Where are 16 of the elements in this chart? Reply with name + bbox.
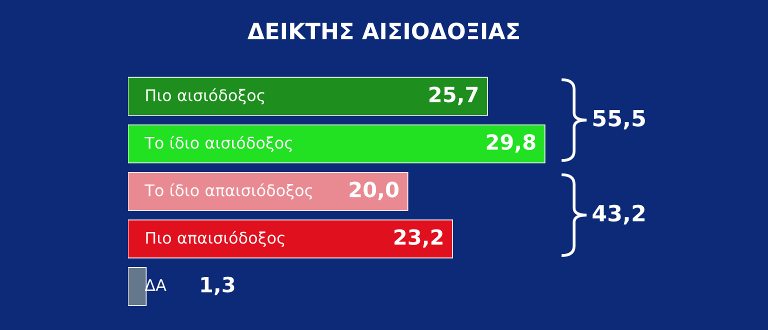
data-label: 23,2 (394, 229, 442, 248)
text: 55,5 (593, 110, 645, 130)
y-tick-label: Το ίδιο αισιόδοξος (144, 136, 292, 152)
bar (128, 219, 454, 258)
bar (128, 76, 488, 116)
y-tick-label: Πιο απαισιόδοξος (146, 230, 284, 247)
data-label: 29,8 (486, 134, 536, 153)
y-tick-label: Το ίδιο απαισιόδοξος (144, 183, 312, 200)
y-tick-label: Πιο αισιόδοξος (146, 88, 264, 104)
chart-title: ΔΕΙΚΤΗΣ ΑΙΣΙΟΔΟΞΙΑΣ (248, 22, 519, 40)
text: 43,2 (592, 204, 645, 224)
bar (128, 172, 408, 211)
data-label: 1,3 (201, 276, 234, 296)
data-label: 25,7 (429, 86, 478, 106)
data-label: 20,0 (350, 182, 398, 200)
bar (128, 124, 546, 164)
